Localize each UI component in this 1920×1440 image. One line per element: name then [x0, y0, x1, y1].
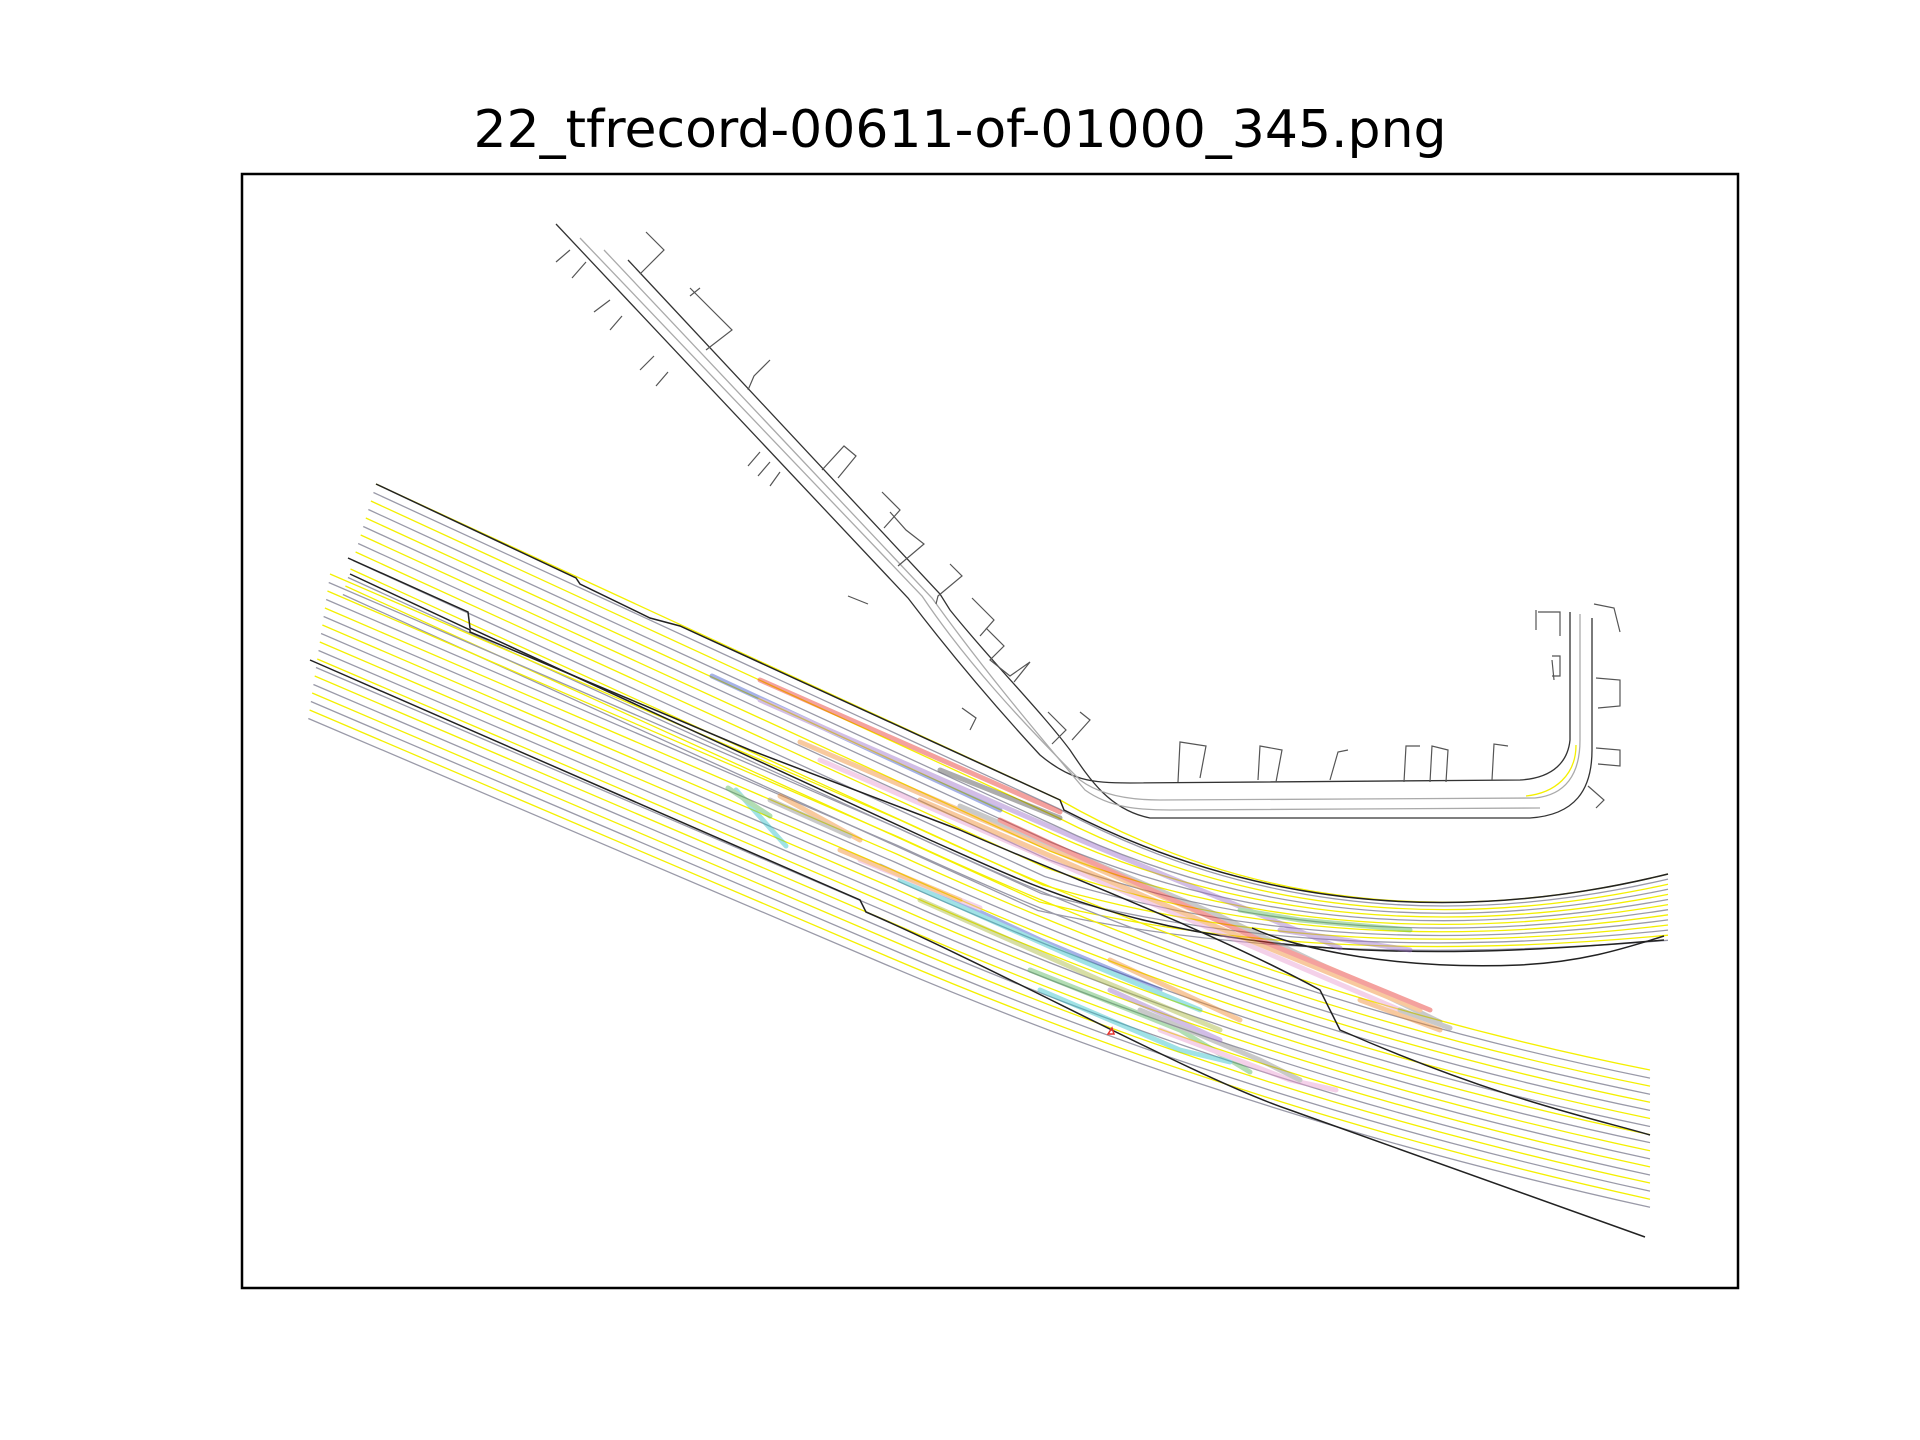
lower-lane-group — [308, 573, 1651, 1208]
lane-line — [320, 632, 1651, 1128]
lane-line — [370, 500, 1669, 911]
driveway — [555, 249, 669, 387]
lane-line — [365, 517, 1669, 918]
driveway — [1329, 745, 1449, 783]
trajectory — [1037, 987, 1233, 1065]
trajectory — [937, 767, 1063, 821]
lane-line — [327, 590, 1651, 1087]
lane-line — [328, 581, 1651, 1079]
trajectory — [725, 785, 773, 819]
lane-line — [325, 598, 1651, 1095]
trajectory — [837, 847, 963, 903]
trajectories — [709, 673, 1453, 1093]
trajectory — [767, 797, 853, 839]
trajectory — [897, 877, 1203, 1013]
trajectory — [1237, 907, 1413, 933]
trajectory — [917, 897, 1223, 1033]
trajectory — [757, 677, 1063, 815]
road-edge-right-cut — [1251, 927, 1665, 967]
lane-line — [323, 615, 1651, 1112]
driveway — [747, 359, 781, 487]
road-edge-bottom — [309, 659, 1646, 1238]
lane-line — [315, 666, 1651, 1160]
lane-line — [357, 542, 1669, 929]
driveway — [847, 563, 995, 637]
lane-line — [311, 692, 1651, 1184]
map-layer — [308, 483, 1669, 1238]
lane-line — [355, 551, 1669, 933]
trajectory — [709, 673, 1003, 813]
lane-line — [314, 675, 1651, 1168]
lane-line — [373, 491, 1669, 907]
lane-line — [319, 641, 1651, 1136]
trajectory — [1027, 967, 1253, 1075]
local-road-edge-right — [627, 259, 1593, 819]
lane-line — [368, 508, 1669, 914]
trajectory — [917, 797, 1423, 1013]
figure-title: 22_tfrecord-00611-of-01000_345.png — [473, 100, 1447, 160]
lane-line — [329, 573, 1651, 1071]
trajectory — [857, 857, 983, 911]
lane-line — [313, 683, 1651, 1176]
driveway — [639, 231, 733, 351]
trajectory — [1107, 987, 1223, 1043]
driveway — [1177, 741, 1283, 783]
axes-frame — [240, 172, 1740, 1290]
road-edge-median-lower — [349, 573, 1651, 1136]
trajectory — [957, 803, 1443, 1025]
local-road — [555, 223, 1593, 819]
lane-line — [360, 534, 1669, 926]
trajectory — [1397, 1007, 1453, 1031]
driveway — [985, 627, 1031, 683]
lane-line — [308, 717, 1651, 1208]
trajectory — [1137, 1007, 1303, 1083]
trajectory — [877, 863, 1163, 993]
trajectory — [1107, 957, 1243, 1023]
lane-line — [324, 607, 1651, 1103]
driveways — [555, 231, 1621, 809]
road-edges — [309, 483, 1669, 1238]
driveway — [821, 445, 925, 567]
driveway — [961, 707, 1091, 745]
local-road-center-2 — [603, 249, 1541, 811]
trajectory — [1357, 997, 1443, 1033]
lane-line — [350, 568, 1669, 940]
trajectory — [797, 739, 1383, 993]
lane-line — [310, 700, 1651, 1192]
local-road-edge-left — [555, 223, 1571, 784]
trajectory — [757, 697, 1343, 951]
agent-marker — [1106, 1026, 1116, 1035]
driveway — [1587, 603, 1621, 809]
trajectory — [1277, 927, 1413, 953]
road-edge-top — [375, 483, 1669, 904]
trajectory — [997, 817, 1433, 1013]
lane-line — [345, 585, 1669, 948]
lane-line — [362, 525, 1669, 922]
trajectory — [733, 787, 789, 849]
trajectory — [777, 793, 863, 843]
local-road-center-1 — [579, 237, 1581, 801]
local-road-yellow — [1525, 744, 1577, 797]
trajectory — [817, 757, 1403, 1013]
road-edge-median-upper — [347, 557, 1665, 953]
lane-line — [322, 624, 1651, 1120]
trajectory — [1157, 1027, 1339, 1093]
lane-line — [352, 559, 1669, 937]
lane-line — [316, 658, 1651, 1152]
driveway — [1491, 610, 1561, 781]
lane-line — [309, 709, 1651, 1200]
lane-line — [318, 649, 1651, 1144]
